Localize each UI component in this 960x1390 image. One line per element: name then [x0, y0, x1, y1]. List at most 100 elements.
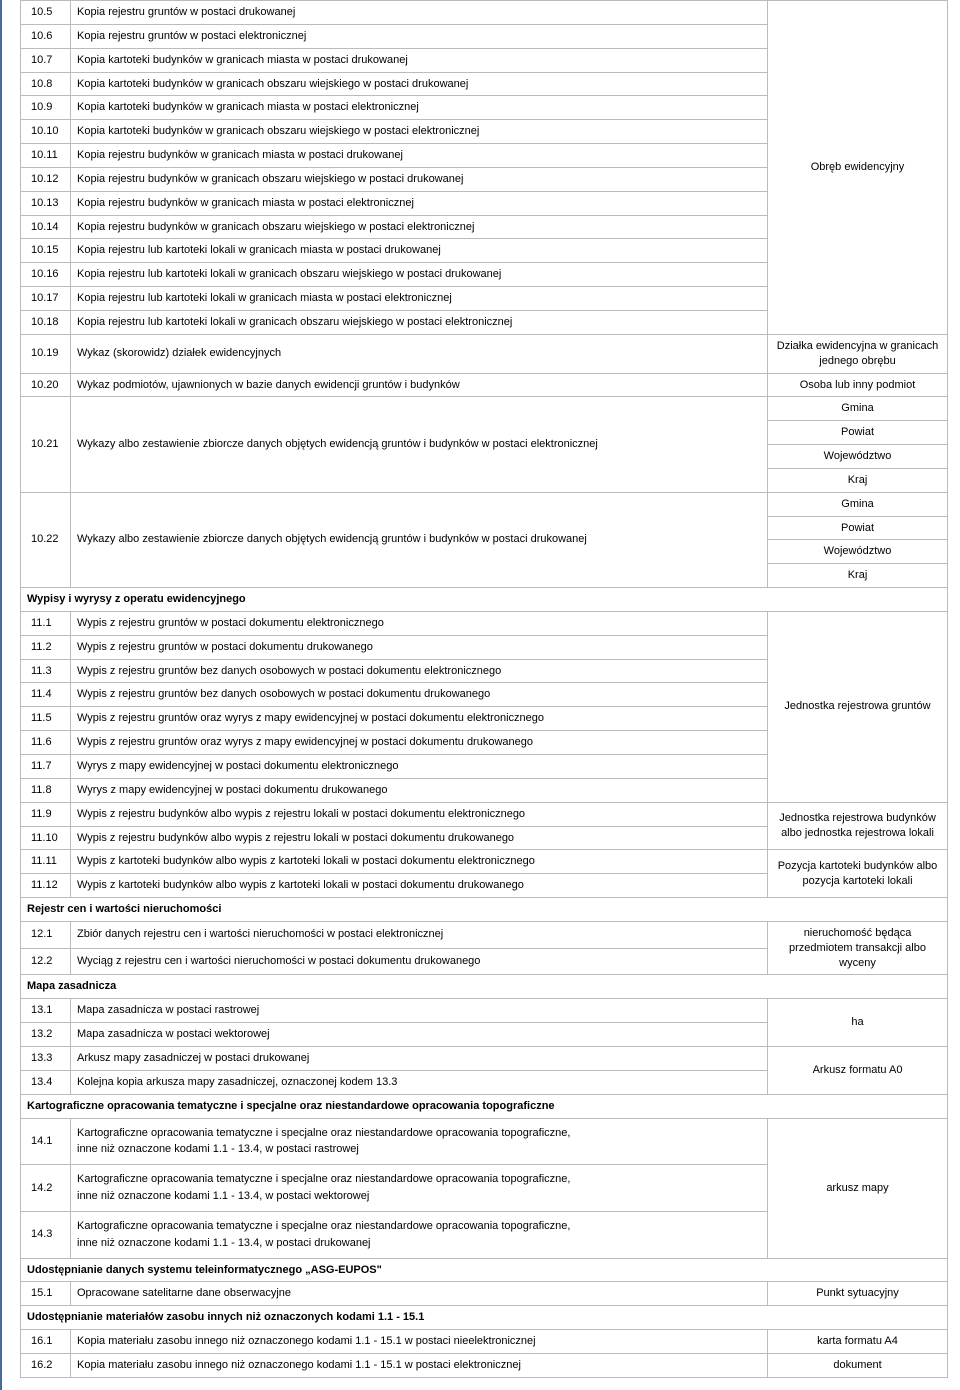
- row-number: 14.2: [21, 1165, 71, 1212]
- row-description: Wypis z kartoteki budynków albo wypis z …: [71, 874, 768, 898]
- row-number: 10.21: [21, 397, 71, 492]
- row-number: 10.11: [21, 144, 71, 168]
- unit-cell: Gmina: [768, 492, 948, 516]
- unit-cell: arkusz mapy: [768, 1118, 948, 1258]
- row-description: Wyciąg z rejestru cen i wartości nieruch…: [71, 948, 768, 975]
- row-description: Kopia rejestru budynków w granicach mias…: [71, 144, 768, 168]
- row-number: 10.17: [21, 287, 71, 311]
- row-description: Opracowane satelitarne dane obserwacyjne: [71, 1282, 768, 1306]
- row-description: Kartograficzne opracowania tematyczne i …: [71, 1165, 768, 1212]
- row-description: Kopia rejestru budynków w granicach mias…: [71, 191, 768, 215]
- unit-cell: Jednostka rejestrowa budynków albo jedno…: [768, 802, 948, 850]
- row-number: 10.7: [21, 48, 71, 72]
- unit-cell: Obręb ewidencyjny: [768, 1, 948, 335]
- unit-cell: Osoba lub inny podmiot: [768, 373, 948, 397]
- row-description: Zbiór danych rejestru cen i wartości nie…: [71, 921, 768, 948]
- row-description: Kolejna kopia arkusza mapy zasadniczej, …: [71, 1070, 768, 1094]
- document-table: 10.5Kopia rejestru gruntów w postaci dru…: [0, 0, 960, 1390]
- row-description: Kopia materiału zasobu innego niż oznacz…: [71, 1353, 768, 1377]
- row-number: 10.9: [21, 96, 71, 120]
- unit-cell: Gmina: [768, 397, 948, 421]
- row-description: Kopia kartoteki budynków w granicach obs…: [71, 120, 768, 144]
- unit-cell: Pozycja kartoteki budynków albo pozycja …: [768, 850, 948, 898]
- row-number: 12.2: [21, 948, 71, 975]
- row-number: 13.3: [21, 1046, 71, 1070]
- row-description: Kartograficzne opracowania tematyczne i …: [71, 1211, 768, 1258]
- row-number: 11.8: [21, 778, 71, 802]
- section-header: Wypisy i wyrysy z operatu ewidencyjnego: [21, 588, 948, 612]
- unit-cell: Kraj: [768, 564, 948, 588]
- row-description: Wypis z kartoteki budynków albo wypis z …: [71, 850, 768, 874]
- section-header: Udostępnianie danych systemu teleinforma…: [21, 1258, 948, 1282]
- unit-cell: dokument: [768, 1353, 948, 1377]
- row-number: 16.2: [21, 1353, 71, 1377]
- row-description: Kopia rejestru lub kartoteki lokali w gr…: [71, 239, 768, 263]
- row-number: 14.1: [21, 1118, 71, 1165]
- row-number: 11.4: [21, 683, 71, 707]
- row-number: 11.10: [21, 826, 71, 850]
- row-description: Kopia rejestru budynków w granicach obsz…: [71, 215, 768, 239]
- row-number: 10.8: [21, 72, 71, 96]
- unit-cell: Punkt sytuacyjny: [768, 1282, 948, 1306]
- row-number: 11.6: [21, 731, 71, 755]
- row-description: Wypis z rejestru gruntów bez danych osob…: [71, 659, 768, 683]
- unit-cell: Arkusz formatu A0: [768, 1046, 948, 1094]
- row-description: Kopia rejestru lub kartoteki lokali w gr…: [71, 310, 768, 334]
- unit-cell: Jednostka rejestrowa gruntów: [768, 611, 948, 802]
- row-description: Wypis z rejestru gruntów bez danych osob…: [71, 683, 768, 707]
- unit-cell: Województwo: [768, 445, 948, 469]
- row-number: 10.6: [21, 24, 71, 48]
- unit-cell: Powiat: [768, 421, 948, 445]
- row-description: Mapa zasadnicza w postaci rastrowej: [71, 999, 768, 1023]
- row-number: 15.1: [21, 1282, 71, 1306]
- row-description: Kopia materiału zasobu innego niż oznacz…: [71, 1330, 768, 1354]
- row-number: 11.9: [21, 802, 71, 826]
- row-number: 10.18: [21, 310, 71, 334]
- row-number: 16.1: [21, 1330, 71, 1354]
- section-header: Mapa zasadnicza: [21, 975, 948, 999]
- row-description: Wykazy albo zestawienie zbiorcze danych …: [71, 397, 768, 492]
- row-description: Kopia rejestru gruntów w postaci elektro…: [71, 24, 768, 48]
- row-number: 10.10: [21, 120, 71, 144]
- row-description: Wypis z rejestru budynków albo wypis z r…: [71, 826, 768, 850]
- row-description: Kopia rejestru lub kartoteki lokali w gr…: [71, 287, 768, 311]
- row-description: Kopia rejestru budynków w granicach obsz…: [71, 167, 768, 191]
- row-number: 11.1: [21, 611, 71, 635]
- row-description: Wypis z rejestru gruntów oraz wyrys z ma…: [71, 707, 768, 731]
- row-number: 10.14: [21, 215, 71, 239]
- row-description: Mapa zasadnicza w postaci wektorowej: [71, 1023, 768, 1047]
- row-description: Wyrys z mapy ewidencyjnej w postaci doku…: [71, 755, 768, 779]
- row-description: Wypis z rejestru gruntów oraz wyrys z ma…: [71, 731, 768, 755]
- row-number: 11.2: [21, 635, 71, 659]
- row-number: 13.2: [21, 1023, 71, 1047]
- row-number: 11.11: [21, 850, 71, 874]
- row-number: 10.20: [21, 373, 71, 397]
- row-number: 10.13: [21, 191, 71, 215]
- unit-cell: Działka ewidencyjna w granicach jednego …: [768, 334, 948, 373]
- row-number: 12.1: [21, 921, 71, 948]
- row-description: Kopia kartoteki budynków w granicach mia…: [71, 48, 768, 72]
- row-number: 11.5: [21, 707, 71, 731]
- pricing-table: 10.5Kopia rejestru gruntów w postaci dru…: [20, 0, 948, 1378]
- row-number: 10.12: [21, 167, 71, 191]
- unit-cell: Powiat: [768, 516, 948, 540]
- row-number: 11.3: [21, 659, 71, 683]
- row-number: 13.4: [21, 1070, 71, 1094]
- unit-cell: karta formatu A4: [768, 1330, 948, 1354]
- row-number: 10.22: [21, 492, 71, 587]
- row-number: 10.16: [21, 263, 71, 287]
- row-description: Kopia kartoteki budynków w granicach mia…: [71, 96, 768, 120]
- row-number: 10.19: [21, 334, 71, 373]
- unit-cell: Kraj: [768, 468, 948, 492]
- row-description: Arkusz mapy zasadniczej w postaci drukow…: [71, 1046, 768, 1070]
- row-number: 11.7: [21, 755, 71, 779]
- row-description: Wypis z rejestru budynków albo wypis z r…: [71, 802, 768, 826]
- row-number: 11.12: [21, 874, 71, 898]
- unit-cell: ha: [768, 999, 948, 1047]
- row-description: Kopia rejestru lub kartoteki lokali w gr…: [71, 263, 768, 287]
- section-header: Udostępnianie materiałów zasobu innych n…: [21, 1306, 948, 1330]
- row-description: Kopia rejestru gruntów w postaci drukowa…: [71, 1, 768, 25]
- row-description: Wykaz podmiotów, ujawnionych w bazie dan…: [71, 373, 768, 397]
- row-description: Wypis z rejestru gruntów w postaci dokum…: [71, 635, 768, 659]
- row-description: Kartograficzne opracowania tematyczne i …: [71, 1118, 768, 1165]
